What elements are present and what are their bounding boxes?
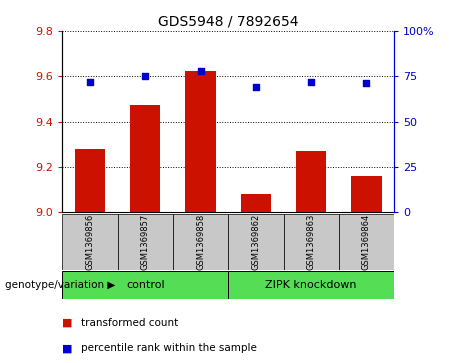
Bar [241, 194, 271, 212]
Text: control: control [126, 280, 165, 290]
Bar [339, 214, 394, 270]
Bar [62, 271, 228, 299]
Bar [75, 149, 105, 212]
Bar [228, 271, 394, 299]
Text: ■: ■ [62, 318, 73, 328]
Text: ZIPK knockdown: ZIPK knockdown [266, 280, 357, 290]
Text: GSM1369857: GSM1369857 [141, 214, 150, 270]
Text: transformed count: transformed count [81, 318, 178, 328]
Bar [284, 214, 339, 270]
Text: GSM1369856: GSM1369856 [85, 214, 95, 270]
Point [197, 68, 204, 74]
Bar [118, 214, 173, 270]
Text: ■: ■ [62, 343, 73, 354]
Point [142, 73, 149, 79]
Bar [173, 214, 228, 270]
Bar [185, 70, 216, 212]
Text: GSM1369863: GSM1369863 [307, 214, 316, 270]
Point [363, 81, 370, 86]
Text: GSM1369864: GSM1369864 [362, 214, 371, 270]
Text: GSM1369862: GSM1369862 [251, 214, 260, 270]
Text: genotype/variation ▶: genotype/variation ▶ [5, 280, 115, 290]
Bar [228, 214, 284, 270]
Text: GSM1369858: GSM1369858 [196, 214, 205, 270]
Bar [351, 176, 382, 212]
Point [252, 84, 260, 90]
Text: percentile rank within the sample: percentile rank within the sample [81, 343, 257, 354]
Bar [130, 105, 160, 212]
Point [86, 79, 94, 85]
Bar [62, 214, 118, 270]
Bar [296, 151, 326, 212]
Title: GDS5948 / 7892654: GDS5948 / 7892654 [158, 14, 298, 28]
Point [307, 79, 315, 85]
